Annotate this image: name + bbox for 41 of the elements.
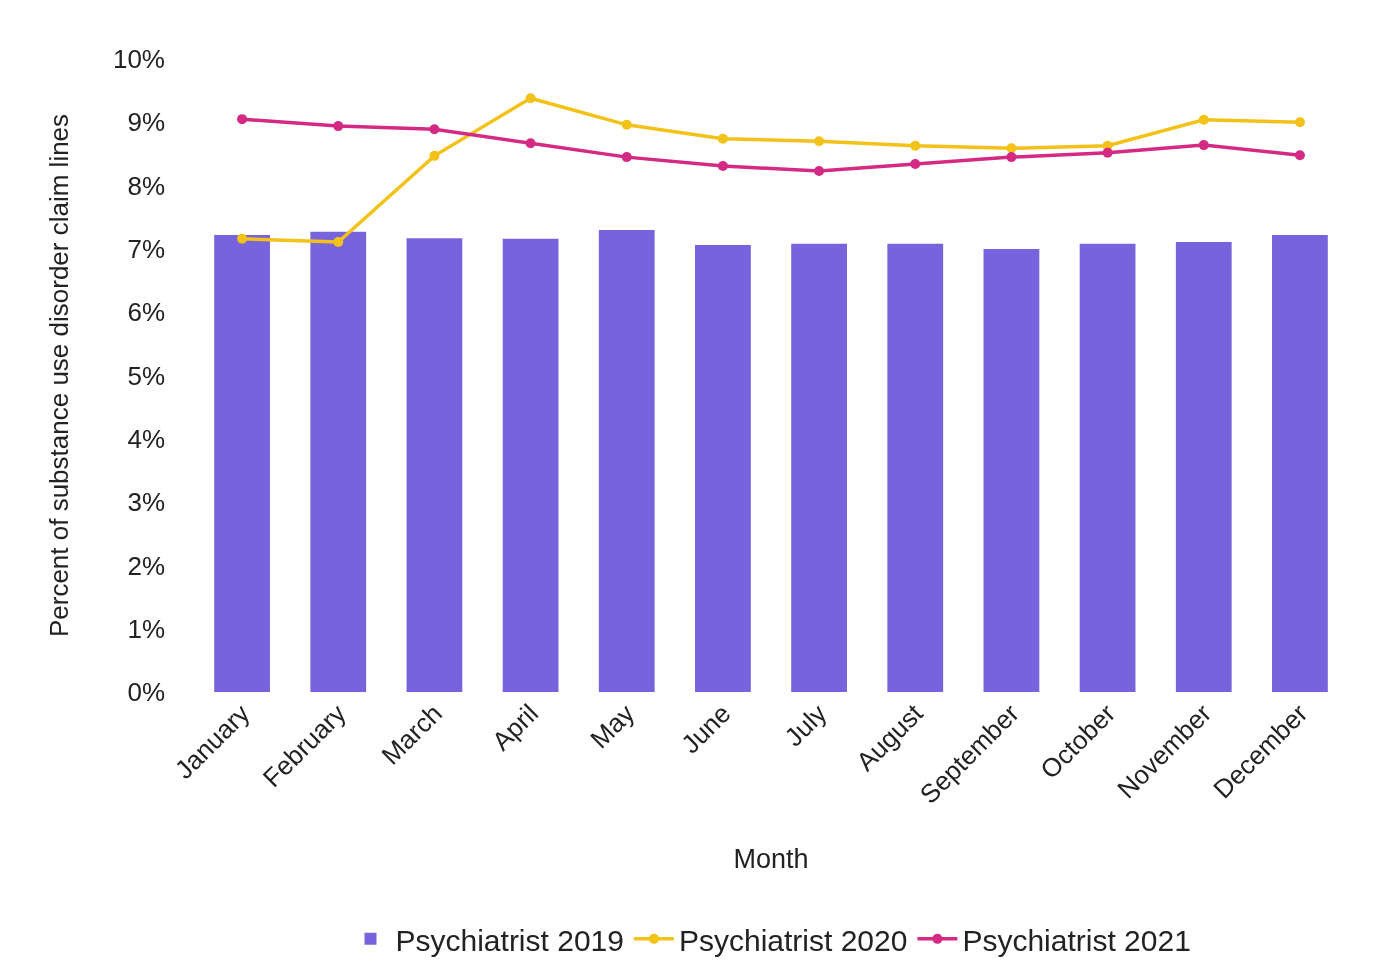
point: [429, 124, 440, 135]
x-axis-title: Month: [733, 843, 809, 874]
point: [1198, 140, 1209, 151]
y-axis-title: Percent of substance use disorder claim lines: [44, 113, 75, 638]
legend-label: Psychiatrist 2019: [395, 923, 624, 957]
y-tick-label: 10%: [112, 44, 165, 75]
y-tick-label: 0%: [127, 677, 165, 708]
point: [814, 136, 825, 147]
point: [1006, 152, 1017, 163]
y-tick-label: 8%: [127, 170, 165, 201]
point: [1006, 143, 1017, 154]
point: [717, 133, 728, 144]
x-tick-label: July: [778, 698, 833, 753]
point: [1294, 150, 1305, 161]
point: [621, 119, 632, 130]
y-tick-label: 1%: [127, 613, 165, 644]
point: [1198, 114, 1209, 125]
point: [1294, 117, 1305, 128]
y-tick-label: 3%: [127, 487, 165, 518]
legend-label: Psychiatrist 2021: [962, 923, 1191, 957]
point: [525, 138, 536, 149]
point: [333, 236, 344, 247]
point: [1102, 147, 1113, 158]
legend-label: Psychiatrist 2020: [678, 923, 908, 957]
x-tick-label: May: [584, 698, 641, 755]
point: [814, 166, 825, 177]
point: [525, 93, 536, 104]
y-tick-label: 4%: [127, 423, 165, 454]
point: [910, 140, 921, 151]
y-tick-label: 5%: [127, 360, 165, 391]
y-tick-label: 2%: [127, 550, 165, 581]
point: [910, 159, 921, 170]
point: [237, 233, 248, 244]
point: [621, 152, 632, 163]
y-tick-label: 6%: [127, 297, 165, 328]
point: [237, 114, 248, 125]
point: [333, 121, 344, 132]
y-tick-label: 7%: [127, 234, 165, 264]
point: [717, 160, 728, 171]
y-tick-label: 9%: [127, 107, 165, 138]
point: [429, 150, 440, 161]
